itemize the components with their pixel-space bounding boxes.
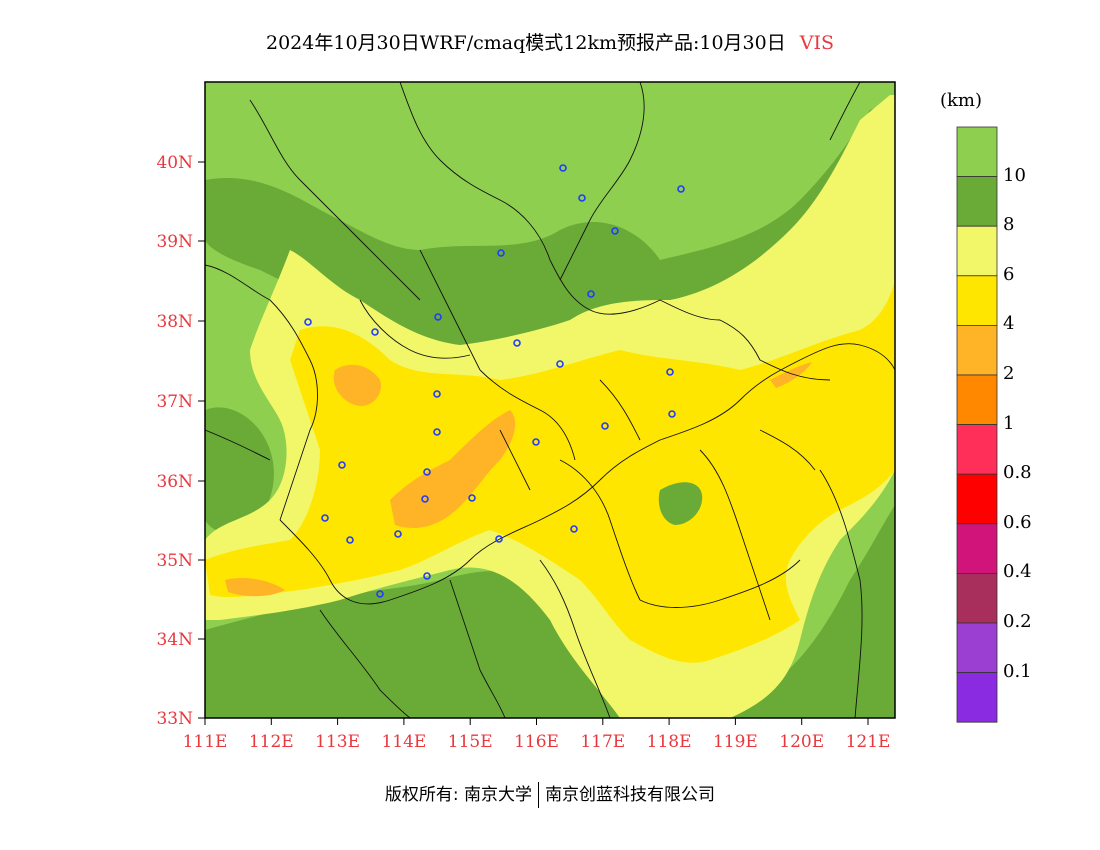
legend-swatch	[956, 126, 998, 177]
station-marker	[433, 428, 441, 436]
legend-swatch	[956, 473, 998, 525]
admin-boundaries	[205, 82, 895, 718]
legend-label: 6	[1003, 263, 1015, 285]
station-marker	[423, 572, 431, 580]
station-marker	[532, 438, 540, 446]
legend-unit: (km)	[940, 90, 983, 111]
legend-label: 0.4	[1003, 561, 1032, 583]
legend-label: 10	[1003, 164, 1026, 186]
station-marker	[578, 194, 586, 202]
station-marker	[497, 249, 505, 257]
legend-label: 0.8	[1003, 462, 1032, 484]
zone-2-4-east	[770, 362, 812, 388]
station-marker	[376, 590, 384, 598]
legend-label: 4	[1003, 313, 1015, 335]
station-marker	[666, 368, 674, 376]
title-text: 2024年10月30日WRF/cmaq模式12km预报产品:10月30日	[266, 32, 786, 54]
station-marker	[570, 525, 578, 533]
lon-label: 111E	[183, 732, 228, 752]
legend-swatch	[956, 324, 998, 376]
station-markers	[304, 164, 685, 598]
station-marker	[321, 514, 329, 522]
station-marker	[513, 339, 521, 347]
station-marker	[421, 495, 429, 503]
lat-label: 33N	[156, 709, 193, 729]
lon-label: 121E	[846, 732, 891, 752]
station-marker	[371, 328, 379, 336]
zone-2-4-west	[333, 364, 381, 406]
legend-swatch	[956, 622, 998, 673]
zone-8-10-east-patch	[658, 482, 703, 525]
station-marker	[668, 410, 676, 418]
station-marker	[423, 468, 431, 476]
lon-label: 120E	[779, 732, 824, 752]
station-marker	[433, 390, 441, 398]
footer-separator	[538, 782, 540, 808]
legend-swatch	[956, 225, 998, 277]
station-marker	[559, 164, 567, 172]
legend-label: 8	[1003, 214, 1015, 236]
legend-swatch	[956, 523, 998, 574]
station-marker	[601, 422, 609, 430]
legend-swatch	[956, 374, 998, 425]
lat-label: 37N	[156, 392, 193, 412]
footer-left: 版权所有: 南京大学	[384, 785, 533, 805]
legend-swatch	[956, 424, 998, 475]
lon-label: 116E	[514, 732, 559, 752]
station-marker	[611, 227, 619, 235]
footer-right: 南京创蓝科技有限公司	[545, 785, 716, 805]
station-marker	[434, 313, 442, 321]
legend-label: 2	[1003, 363, 1015, 384]
station-marker	[304, 318, 312, 326]
lat-label: 35N	[156, 551, 193, 571]
legend-swatch	[956, 176, 998, 227]
station-marker	[394, 530, 402, 538]
lon-label: 119E	[713, 732, 758, 752]
lon-label: 113E	[315, 732, 360, 752]
lon-label: 112E	[249, 732, 294, 752]
station-marker	[338, 461, 346, 469]
lat-label: 39N	[156, 232, 193, 252]
station-marker	[556, 360, 564, 368]
legend-swatch	[956, 672, 998, 723]
legend-swatch	[956, 275, 998, 326]
variable-label: VIS	[799, 32, 834, 54]
lon-label: 114E	[381, 732, 426, 752]
lon-label: 118E	[647, 732, 692, 752]
station-marker	[587, 290, 595, 298]
legend-label: 0.6	[1003, 511, 1032, 533]
map-title: 2024年10月30日WRF/cmaq模式12km预报产品:10月30日 VIS	[0, 28, 1100, 55]
zone-8-10-west	[205, 407, 274, 535]
station-marker	[495, 535, 503, 543]
latitude-axis: 40N 39N 38N 37N 36N 35N 34N 33N	[156, 153, 205, 729]
longitude-axis: 111E 112E 113E 114E 115E 116E 117E 118E 119E 120E…	[183, 718, 891, 752]
lon-label: 115E	[448, 732, 493, 752]
zone-4-6	[205, 280, 895, 663]
legend-label: 0.2	[1003, 611, 1032, 632]
map-frame	[204, 81, 896, 719]
copyright-footer: 版权所有: 南京大学 南京创蓝科技有限公司	[0, 780, 1100, 808]
station-marker	[468, 494, 476, 502]
legend-color-bar	[956, 126, 998, 723]
legend-swatch	[956, 573, 998, 624]
map-fill-layers	[205, 82, 895, 718]
zone-2-4-southwest	[225, 578, 285, 597]
lat-label: 40N	[156, 153, 193, 173]
station-marker	[346, 536, 354, 544]
lon-label: 117E	[580, 732, 625, 752]
lat-label: 38N	[156, 312, 193, 332]
legend-label: 1	[1003, 412, 1015, 434]
lat-label: 34N	[156, 630, 193, 650]
legend-label: 0.1	[1003, 660, 1032, 682]
station-marker	[677, 185, 685, 193]
lat-label: 36N	[156, 472, 193, 492]
